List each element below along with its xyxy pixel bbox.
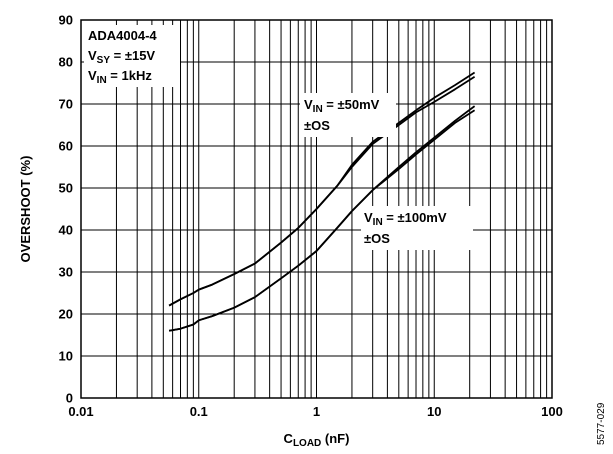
conditions-frequency: VIN = 1kHz xyxy=(88,68,152,86)
conditions-part-number: ADA4004-4 xyxy=(88,28,157,43)
label-100mv-value: = ±100mV xyxy=(383,210,447,225)
y-tick-label: 60 xyxy=(59,139,73,154)
x-tick-label: 10 xyxy=(427,404,441,419)
label-100mv-sub: IN xyxy=(373,217,383,228)
conditions-supply: VSY = ±15V xyxy=(88,48,155,66)
y-tick-label: 40 xyxy=(59,223,73,238)
x-axis-title-sub: LOAD xyxy=(293,438,321,449)
series-line-3 xyxy=(168,109,476,332)
label-50mv-sub: IN xyxy=(313,104,323,115)
x-axis-title-unit: (nF) xyxy=(321,431,349,446)
x-tick-label: 0.01 xyxy=(68,404,93,419)
y-tick-label: 0 xyxy=(66,391,73,406)
label-50mv-os: ±OS xyxy=(304,118,330,133)
label-100mv-box xyxy=(361,206,473,250)
label-100mv-os: ±OS xyxy=(364,231,390,246)
y-axis-title: OVERSHOOT (%) xyxy=(18,156,33,263)
label-100mv-v: V xyxy=(364,210,373,225)
y-tick-label: 80 xyxy=(59,55,73,70)
x-axis-title-main: C xyxy=(284,431,294,446)
label-50mv-v: V xyxy=(304,97,313,112)
vsy-sub: SY xyxy=(97,55,111,66)
x-axis-title: CLOAD (nF) xyxy=(284,431,350,449)
x-tick-label: 1 xyxy=(313,404,320,419)
y-tick-label: 50 xyxy=(59,181,73,196)
conditions-box xyxy=(84,25,180,87)
label-100mv: VIN = ±100mV xyxy=(364,210,447,228)
y-tick-label: 90 xyxy=(59,13,73,28)
x-tick-label: 0.1 xyxy=(190,404,208,419)
series-group xyxy=(168,71,476,332)
label-50mv-box xyxy=(300,93,396,137)
vin-v: V xyxy=(88,68,97,83)
y-tick-labels: 0 10 20 30 40 50 60 70 80 90 xyxy=(59,13,73,406)
x-tick-labels: 0.01 0.1 1 10 100 xyxy=(68,404,563,419)
vin-sub: IN xyxy=(97,75,107,86)
figure-id: 5577-029 xyxy=(596,402,607,445)
y-tick-label: 30 xyxy=(59,265,73,280)
series-line-1 xyxy=(168,75,476,307)
label-50mv-value: = ±50mV xyxy=(323,97,380,112)
plot-frame xyxy=(80,19,553,399)
vsy-value: = ±15V xyxy=(110,48,155,63)
y-tick-label: 10 xyxy=(59,349,73,364)
vin-value: = 1kHz xyxy=(107,68,153,83)
label-50mv: VIN = ±50mV xyxy=(304,97,380,115)
y-tick-label: 70 xyxy=(59,97,73,112)
x-tick-label: 100 xyxy=(541,404,563,419)
y-tick-label: 20 xyxy=(59,307,73,322)
vsy-v: V xyxy=(88,48,97,63)
